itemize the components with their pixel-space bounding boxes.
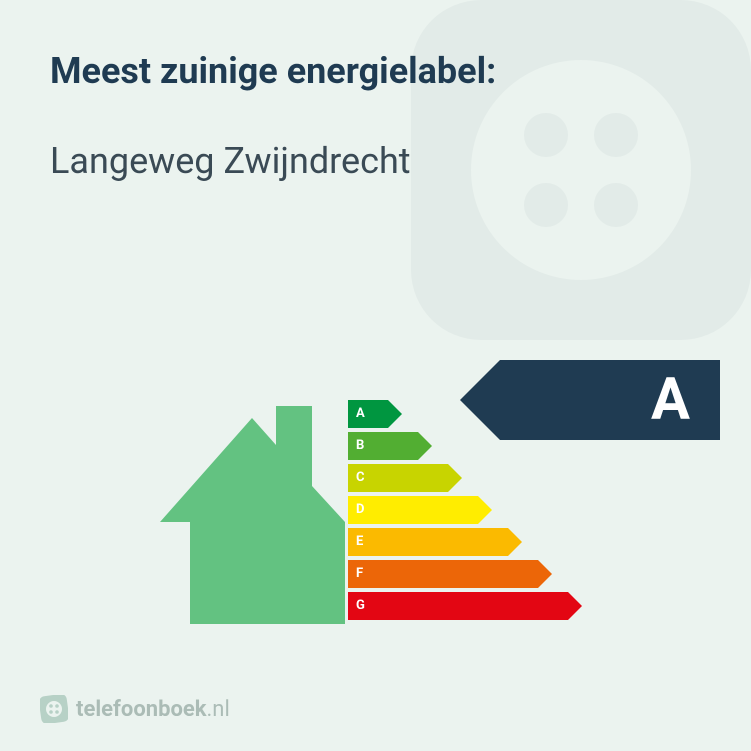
brand-name: telefoonboek: [76, 697, 207, 722]
brand-tld: .nl: [207, 697, 230, 722]
brand-text: telefoonboek.nl: [76, 697, 230, 722]
energy-bar-label: D: [356, 496, 364, 524]
rating-arrow: A: [460, 360, 720, 440]
rating-letter: A: [651, 360, 690, 440]
energy-bar-label: E: [356, 528, 363, 556]
brand-logo-icon: [40, 695, 68, 723]
energy-bar-label: C: [356, 464, 365, 492]
energy-bar-label: F: [356, 560, 363, 588]
energy-label-chart: A ABCDEFG: [160, 360, 720, 630]
location-name: Langeweg Zwijndrecht: [50, 140, 701, 182]
house-icon: [160, 400, 345, 628]
page-title: Meest zuinige energielabel:: [50, 50, 701, 92]
energy-bar-label: B: [356, 432, 364, 460]
energy-bar-label: G: [356, 592, 365, 620]
card-content: Meest zuinige energielabel: Langeweg Zwi…: [0, 0, 751, 751]
energy-bar-label: A: [356, 400, 365, 428]
footer-brand: telefoonboek.nl: [40, 695, 230, 723]
